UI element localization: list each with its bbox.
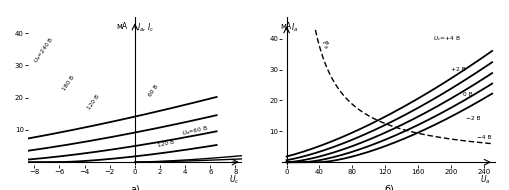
Text: +2 В: +2 В: [451, 67, 466, 72]
Text: $I_a$, $I_c$: $I_a$, $I_c$: [137, 22, 155, 34]
Text: $U_a$=240 В: $U_a$=240 В: [32, 35, 57, 65]
Text: $I_a$: $I_a$: [291, 22, 298, 34]
Text: $P_a$: $P_a$: [318, 38, 331, 51]
Text: 60 В: 60 В: [148, 84, 160, 98]
Text: $U_c$: $U_c$: [229, 173, 239, 186]
Text: б): б): [384, 184, 394, 190]
Text: 0 В: 0 В: [463, 92, 473, 97]
Text: а): а): [130, 184, 140, 190]
Text: 120 В: 120 В: [157, 139, 175, 148]
Text: 180 В: 180 В: [61, 74, 75, 91]
Text: −2 В: −2 В: [466, 116, 480, 121]
Text: $U_a$: $U_a$: [480, 173, 491, 185]
Text: $U_c$=+4 В: $U_c$=+4 В: [433, 34, 461, 43]
Text: 120 В: 120 В: [87, 94, 100, 111]
Text: −4 В: −4 В: [477, 135, 492, 140]
Text: $U_a$=60 В: $U_a$=60 В: [181, 124, 209, 138]
Text: мА: мА: [280, 22, 291, 31]
Text: мА: мА: [116, 22, 127, 31]
